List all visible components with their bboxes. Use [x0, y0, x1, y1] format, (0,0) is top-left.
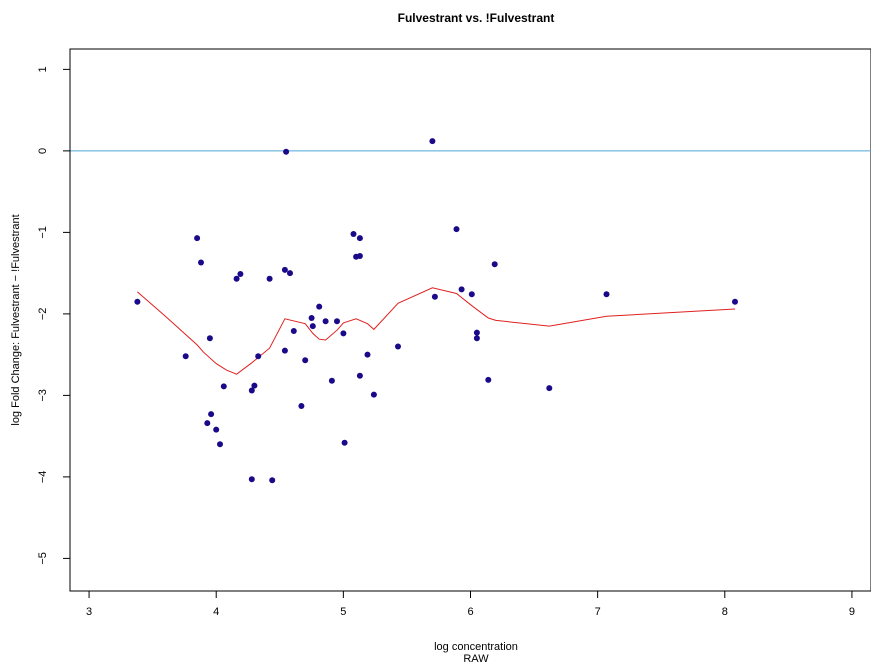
data-point [395, 343, 401, 350]
plot-frame [69, 48, 871, 592]
data-point [429, 138, 436, 145]
data-point [217, 441, 223, 448]
data-point [208, 411, 215, 418]
data-point [458, 286, 465, 293]
data-point [491, 261, 498, 268]
x-axis: 3 4 5 6 7 8 9 [86, 590, 855, 618]
data-point [220, 383, 227, 390]
data-point [237, 271, 244, 277]
x-tick-label: 4 [213, 606, 219, 618]
data-point [309, 323, 316, 330]
y-axis: 1 0 −1 −2 −3 −4 −5 [37, 66, 71, 570]
x-tick-label: 5 [340, 606, 346, 618]
data-point [266, 275, 273, 282]
data-point [194, 235, 201, 242]
y-tick-label: −4 [37, 471, 49, 484]
data-points [134, 138, 738, 484]
data-point [334, 318, 340, 325]
y-tick-label: −5 [37, 552, 49, 565]
data-point [251, 382, 258, 389]
data-point [431, 293, 438, 300]
x-axis-sublabel: RAW [463, 653, 489, 665]
x-axis-label: log concentration [434, 641, 518, 653]
data-point [328, 377, 335, 384]
data-point [206, 335, 213, 342]
data-point [182, 353, 189, 360]
data-point [468, 291, 475, 298]
data-point [287, 270, 293, 277]
y-axis-label: log Fold Change: Fulvestrant − !Fulvestr… [10, 214, 22, 425]
x-tick-label: 8 [722, 606, 728, 618]
chart-title: Fulvestrant vs. !Fulvestrant [398, 11, 555, 25]
data-point [298, 403, 305, 409]
data-point [290, 328, 297, 334]
y-tick-label: 0 [37, 148, 49, 154]
data-point [453, 226, 460, 233]
data-point [281, 347, 288, 354]
data-point [204, 420, 211, 427]
data-point [603, 291, 610, 298]
data-point [732, 298, 738, 305]
data-point [198, 259, 204, 266]
data-point [213, 426, 220, 433]
data-point [356, 235, 363, 242]
x-tick-label: 6 [467, 606, 473, 618]
data-point [546, 385, 553, 392]
data-point [281, 266, 288, 273]
data-point [485, 376, 492, 383]
data-point [308, 315, 315, 321]
loess-fit-line [137, 287, 736, 375]
x-tick-label: 7 [595, 606, 601, 618]
y-tick-label: 1 [37, 66, 49, 72]
x-tick-label: 9 [849, 606, 855, 618]
data-point [364, 351, 371, 358]
y-tick-label: −2 [37, 308, 49, 321]
data-point [370, 391, 377, 398]
data-point [356, 372, 363, 379]
data-point [134, 298, 141, 305]
data-point [340, 330, 347, 337]
data-point [233, 275, 240, 282]
data-point [356, 253, 363, 259]
data-point [473, 335, 480, 342]
data-point [248, 476, 255, 483]
data-point [302, 357, 309, 364]
data-point [248, 387, 255, 394]
data-point [269, 477, 276, 484]
data-point [283, 148, 290, 155]
data-point [316, 303, 323, 310]
data-point [341, 439, 348, 446]
y-tick-label: −1 [37, 226, 49, 239]
x-tick-label: 3 [86, 606, 92, 618]
data-point [350, 231, 357, 237]
plot-area [69, 48, 871, 592]
data-point [255, 353, 262, 360]
y-tick-label: −3 [37, 389, 49, 402]
data-point [322, 318, 329, 325]
data-point [473, 329, 480, 336]
